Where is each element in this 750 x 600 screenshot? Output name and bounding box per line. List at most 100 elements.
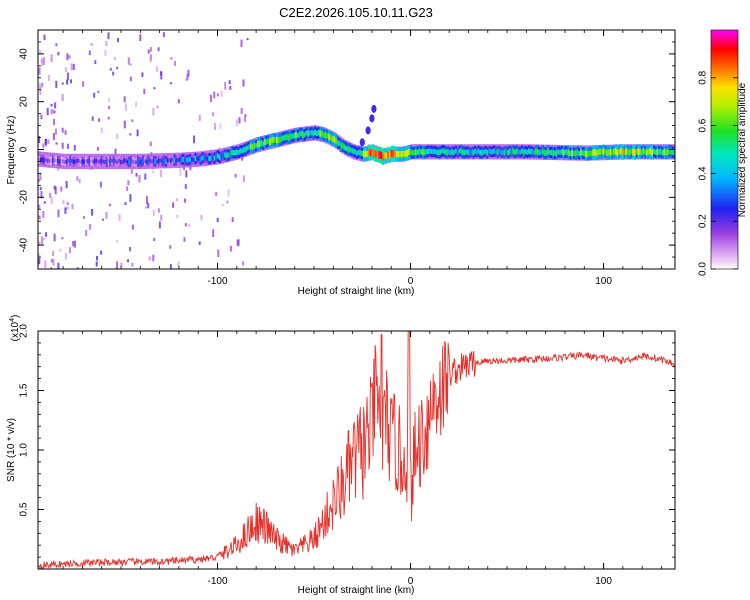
heatmap-ridge-core bbox=[592, 149, 595, 156]
heatmap-ridge-core bbox=[545, 150, 548, 156]
heatmap-noise-speck bbox=[221, 204, 224, 207]
heatmap-noise-speck bbox=[170, 57, 173, 60]
heatmap-ridge-core bbox=[215, 154, 218, 159]
heatmap-noise-speck bbox=[76, 267, 79, 269]
heatmap-ridge-core bbox=[533, 150, 536, 155]
heatmap-ridge-core bbox=[249, 143, 253, 150]
heatmap-ridge-core bbox=[130, 158, 133, 163]
heatmap-ridge-core bbox=[392, 149, 395, 157]
heatmap-noise-speck bbox=[160, 71, 163, 80]
heatmap-ridge-core bbox=[345, 145, 348, 151]
heatmap-ridge-core bbox=[442, 148, 445, 154]
heatmap-ridge-core bbox=[388, 151, 392, 158]
heatmap-noise-speck bbox=[212, 112, 215, 117]
heatmap-ridge-core bbox=[46, 158, 49, 163]
heatmap-ridge-core bbox=[588, 150, 591, 156]
heatmap-noise-speck bbox=[41, 82, 44, 88]
heatmap-noise-speck bbox=[38, 136, 41, 144]
heatmap-ridge-core bbox=[547, 148, 550, 155]
heatmap-noise-speck bbox=[108, 105, 111, 109]
heatmap-noise-speck bbox=[177, 261, 180, 267]
heatmap-ridge-core bbox=[336, 139, 339, 146]
heatmap-ridge-core bbox=[357, 149, 360, 155]
heatmap-ridge-core bbox=[632, 148, 635, 156]
heatmap-ridge-core bbox=[524, 149, 527, 155]
heatmap-ridge-core bbox=[97, 159, 100, 164]
heatmap-ridge-core bbox=[300, 130, 303, 137]
snr-series-line bbox=[38, 331, 675, 569]
heatmap-noise-speck bbox=[44, 138, 47, 145]
heatmap-ridge-core bbox=[72, 159, 75, 165]
heatmap-ridge-core bbox=[474, 148, 477, 154]
heatmap-noise-speck bbox=[114, 148, 117, 155]
heatmap-noise-speck bbox=[55, 142, 58, 145]
heatmap-ridge-core bbox=[303, 132, 306, 138]
heatmap-noise-speck bbox=[227, 189, 230, 197]
heatmap-ridge-core bbox=[225, 152, 228, 159]
heatmap-noise-speck bbox=[61, 94, 64, 101]
heatmap-noise-speck bbox=[212, 229, 215, 238]
heatmap-ridge-core bbox=[413, 149, 416, 156]
heatmap-ridge-core bbox=[178, 157, 181, 162]
colorbar-label: Normalized spectral amplitude bbox=[737, 82, 748, 217]
heatmap-ridge-core bbox=[314, 129, 317, 136]
heatmap-ridge-core bbox=[390, 150, 393, 158]
heatmap-ridge-core bbox=[599, 148, 602, 155]
heatmap-noise-speck bbox=[105, 211, 108, 219]
heatmap-ridge-core bbox=[102, 159, 105, 164]
heatmap-noise-speck bbox=[243, 116, 246, 122]
heatmap-ridge-core bbox=[206, 156, 209, 161]
heatmap-ridge-core bbox=[590, 150, 593, 157]
heatmap-ridge-core bbox=[145, 159, 148, 164]
heatmap-noise-speck bbox=[67, 72, 69, 81]
heatmap-noise-speck bbox=[169, 264, 172, 269]
heatmap-noise-speck bbox=[138, 175, 141, 183]
heatmap-ridge-core bbox=[651, 149, 654, 156]
heatmap-ridge-core bbox=[105, 159, 108, 165]
heatmap-noise-speck bbox=[184, 223, 187, 227]
heatmap-ridge-core bbox=[364, 150, 367, 158]
y-tick-label: 20 bbox=[19, 96, 30, 108]
heatmap-noise-speck bbox=[174, 61, 176, 66]
heatmap-branch-point bbox=[359, 138, 365, 147]
heatmap-noise-speck bbox=[213, 91, 216, 99]
heatmap-ridge-core bbox=[229, 152, 232, 157]
heatmap-ridge-core bbox=[646, 149, 649, 156]
heatmap-noise-speck bbox=[64, 207, 67, 214]
spectrogram-panel: -100 0 100 -40 -20 0 20 40 Height of straight … bbox=[6, 29, 676, 297]
heatmap-ridge-core bbox=[451, 149, 454, 155]
heatmap-noise-speck bbox=[53, 118, 55, 125]
heatmap-noise-speck bbox=[107, 116, 110, 120]
heatmap-ridge-core bbox=[161, 159, 164, 164]
heatmap-ridge-core bbox=[668, 148, 671, 154]
heatmap-noise-speck bbox=[97, 90, 100, 93]
y-tick-label: 2.0 bbox=[19, 324, 30, 338]
heatmap-noise-speck bbox=[42, 210, 45, 218]
heatmap-noise-speck bbox=[219, 123, 222, 130]
heatmap-noise-speck bbox=[152, 108, 155, 116]
heatmap-noise-speck bbox=[55, 43, 58, 47]
heatmap-ridge-core bbox=[107, 158, 110, 163]
heatmap-noise-speck bbox=[129, 63, 132, 66]
heatmap-noise-speck bbox=[130, 169, 133, 174]
heatmap-ridge-core bbox=[587, 151, 590, 157]
heatmap-noise-speck bbox=[116, 134, 119, 140]
heatmap-ridge-core bbox=[265, 139, 268, 145]
heatmap-noise-speck bbox=[61, 82, 64, 85]
heatmap-noise-speck bbox=[42, 143, 45, 148]
heatmap-ridge-core bbox=[246, 145, 249, 151]
heatmap-noise-speck bbox=[156, 105, 159, 109]
heatmap-ridge-core bbox=[512, 148, 515, 155]
heatmap-ridge-core bbox=[394, 150, 397, 158]
heatmap-noise-speck bbox=[43, 237, 46, 241]
figure-title: C2E2.2026.105.10.11.G23 bbox=[279, 5, 433, 20]
heatmap-ridge-core bbox=[369, 149, 372, 157]
heatmap-noise-speck bbox=[40, 114, 43, 120]
heatmap-noise-speck bbox=[38, 241, 41, 245]
heatmap-noise-speck bbox=[235, 119, 238, 127]
heatmap-ridge-core bbox=[552, 150, 555, 157]
heatmap-ridge-core bbox=[576, 149, 579, 156]
heatmap-noise-speck bbox=[90, 43, 93, 46]
heatmap-ridge-core bbox=[196, 156, 199, 161]
heatmap-ridge-core bbox=[640, 149, 643, 155]
